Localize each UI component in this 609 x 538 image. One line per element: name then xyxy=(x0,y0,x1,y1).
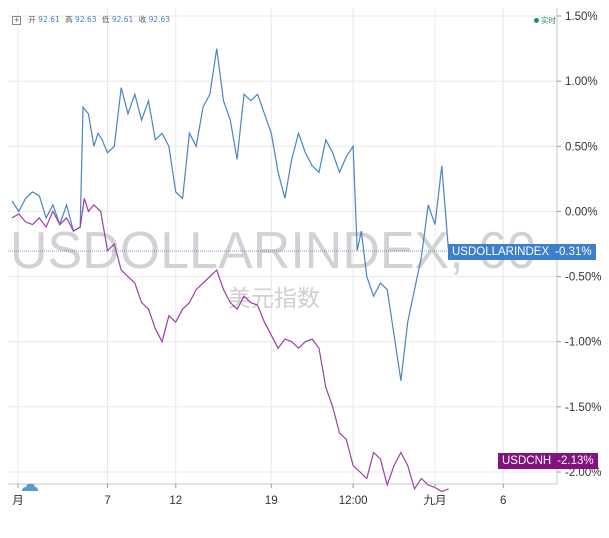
x-tick-label: 12:00 xyxy=(339,495,368,507)
live-indicator: 实时 xyxy=(534,15,556,26)
x-tick-label: 6 xyxy=(500,495,506,507)
x-tick-label: 月 xyxy=(12,495,24,507)
usdollarindex-tag[interactable]: USDOLLARINDEX -0.31% xyxy=(448,244,596,260)
low-value: 92.61 xyxy=(111,15,134,24)
series-line-usdollarindex xyxy=(11,48,450,381)
expand-icon[interactable]: + xyxy=(12,16,21,25)
usdcnh-tag-name: USDCNH xyxy=(502,455,552,467)
y-tick-label: 1.50% xyxy=(565,11,598,23)
x-tick-label: 7 xyxy=(104,495,110,507)
x-axis: 月 7 12 19 12:00 九月 6 xyxy=(12,484,506,507)
y-tick-label: 0.50% xyxy=(565,141,598,153)
y-tick-label: 1.00% xyxy=(565,76,598,88)
close-label: 收 xyxy=(138,15,147,24)
live-label: 实时 xyxy=(541,16,556,25)
close-value: 92.63 xyxy=(148,15,171,24)
y-tick-label: -0.50% xyxy=(565,272,601,284)
cloud-icon[interactable] xyxy=(22,483,38,491)
x-tick-label: 九月 xyxy=(424,494,447,507)
live-dot-icon xyxy=(534,18,539,23)
x-tick-label: 19 xyxy=(265,495,278,507)
open-value: 92.61 xyxy=(38,15,60,24)
ohlc-legend: + 开 92.61 高 92.63 低 92.61 收 92.63 xyxy=(12,14,170,25)
y-tick-label: 0.00% xyxy=(565,206,598,218)
series-line-usdcnh xyxy=(11,198,449,493)
high-value: 92.63 xyxy=(75,15,97,24)
y-tick-label: -1.00% xyxy=(565,337,601,349)
y-axis: 1.50% 1.00% 0.50% 0.00% -0.50% -1.00% -1.50% -2… xyxy=(557,11,601,479)
x-tick-label: 12 xyxy=(169,495,182,507)
watermark-name: 美元指数 xyxy=(228,286,320,312)
low-label: 低 xyxy=(101,15,110,24)
usdcnh-tag[interactable]: USDCNH -2.13% xyxy=(498,453,598,469)
high-label: 高 xyxy=(65,15,73,24)
open-label: 开 xyxy=(28,15,36,24)
usdcnh-tag-value: -2.13% xyxy=(557,455,594,467)
usdollarindex-tag-value: -0.31% xyxy=(555,246,592,258)
series-layer xyxy=(11,48,450,493)
y-tick-label: -2.00% xyxy=(565,467,601,479)
y-tick-label: -1.50% xyxy=(565,402,601,414)
usdollarindex-tag-name: USDOLLARINDEX xyxy=(452,246,550,258)
